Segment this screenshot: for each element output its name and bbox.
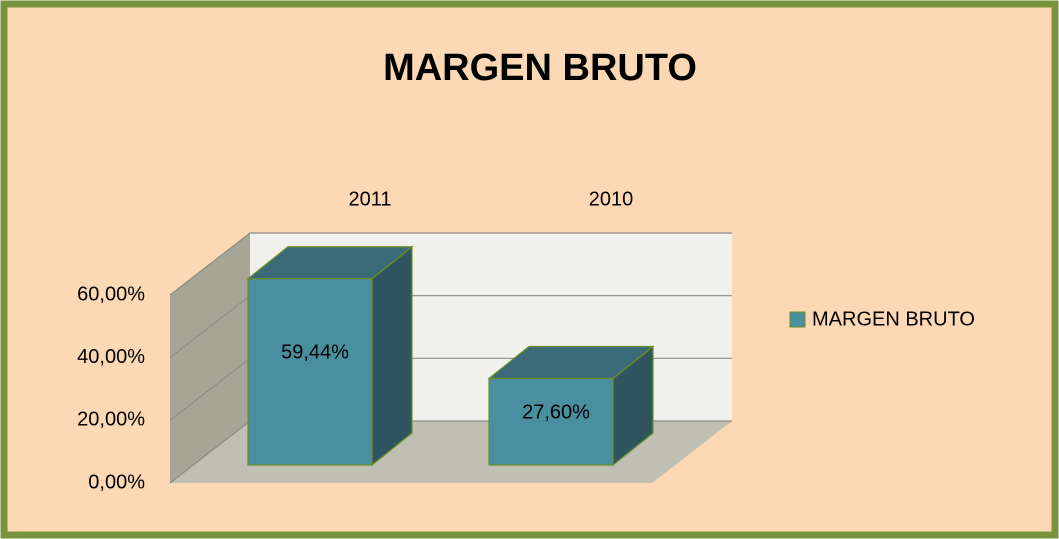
bar (247, 278, 373, 466)
y-tick-label: 20,00% (77, 409, 145, 431)
y-tick-label: 60,00% (77, 283, 145, 305)
data-label: 59,44% (281, 342, 349, 364)
x-tick-label: 2011 (348, 188, 391, 210)
x-tick-label: 2010 (589, 188, 634, 210)
legend-swatch (789, 311, 806, 328)
grid-line (169, 232, 732, 296)
side-wall (170, 233, 250, 483)
chart-title: MARGEN BRUTO (383, 47, 697, 89)
legend-label: MARGEN BRUTO (812, 308, 975, 330)
y-tick-label: 0,00% (88, 471, 145, 493)
data-label: 27,60% (522, 401, 590, 423)
y-tick-label: 40,00% (77, 346, 145, 368)
bar (488, 377, 614, 466)
bar-side (371, 245, 413, 467)
